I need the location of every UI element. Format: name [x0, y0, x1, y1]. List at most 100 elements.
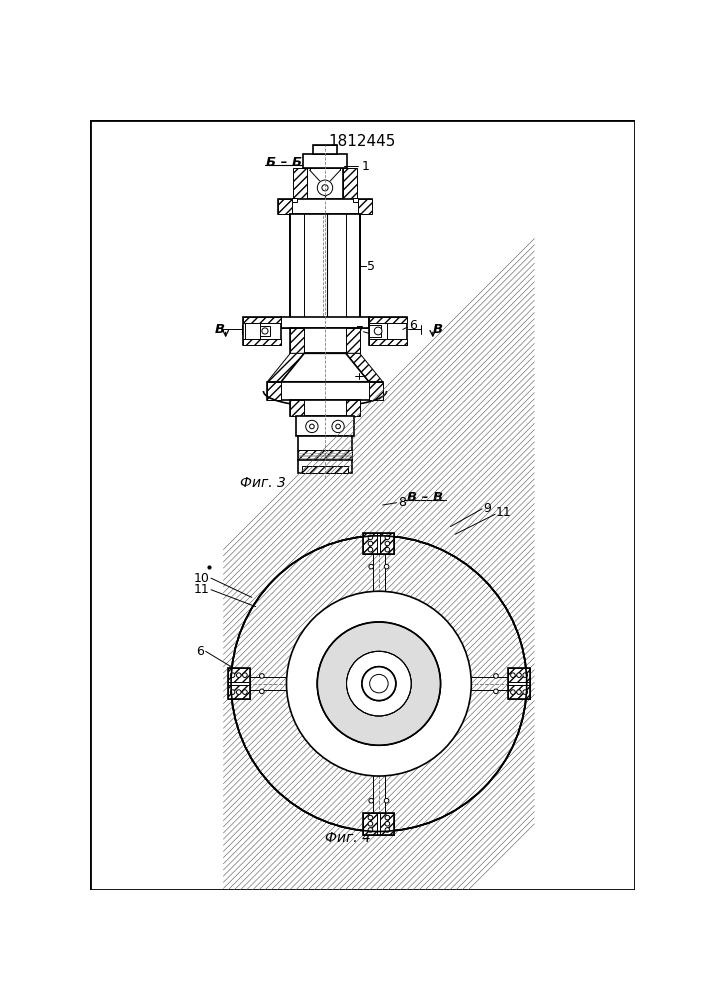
Text: 11: 11	[194, 583, 209, 596]
Circle shape	[385, 547, 390, 552]
Bar	[369, 323, 387, 339]
Circle shape	[346, 651, 411, 716]
Circle shape	[368, 535, 373, 540]
Circle shape	[243, 690, 247, 694]
Text: Фиг. 4: Фиг. 4	[325, 831, 371, 845]
Bar	[358, 199, 372, 214]
Circle shape	[362, 667, 396, 701]
Circle shape	[346, 651, 411, 716]
Text: 9: 9	[483, 502, 491, 515]
Text: В: В	[215, 323, 225, 336]
Circle shape	[336, 424, 340, 429]
Circle shape	[370, 674, 388, 693]
Bar	[369, 339, 407, 345]
Polygon shape	[380, 813, 395, 835]
Polygon shape	[281, 353, 369, 382]
Circle shape	[259, 689, 264, 694]
Text: Б – Б: Б – Б	[266, 156, 303, 169]
Text: Фиг. 3: Фиг. 3	[240, 476, 286, 490]
Text: 7: 7	[356, 325, 364, 338]
Circle shape	[317, 622, 440, 745]
Circle shape	[510, 673, 515, 677]
Circle shape	[286, 591, 472, 776]
Circle shape	[236, 690, 241, 694]
Bar	[294, 328, 304, 353]
Polygon shape	[508, 668, 530, 682]
Polygon shape	[508, 685, 530, 699]
Circle shape	[368, 821, 373, 826]
Circle shape	[510, 690, 515, 694]
Polygon shape	[267, 353, 304, 382]
Circle shape	[385, 815, 390, 820]
Polygon shape	[346, 353, 382, 382]
Text: 1812445: 1812445	[328, 134, 396, 149]
Circle shape	[493, 674, 498, 678]
Circle shape	[243, 673, 247, 677]
Polygon shape	[363, 813, 378, 835]
Bar	[281, 317, 295, 328]
Text: 11: 11	[496, 506, 512, 519]
Bar	[369, 317, 407, 345]
Circle shape	[523, 673, 527, 677]
Polygon shape	[378, 533, 380, 554]
Bar	[278, 199, 372, 214]
Text: 6: 6	[409, 319, 417, 332]
Circle shape	[332, 420, 344, 433]
Text: 10: 10	[194, 572, 209, 585]
Circle shape	[374, 327, 382, 335]
Circle shape	[305, 420, 318, 433]
Bar	[346, 214, 360, 320]
Circle shape	[368, 828, 373, 832]
Circle shape	[385, 541, 390, 546]
Circle shape	[369, 564, 373, 569]
Bar	[293, 168, 307, 199]
Circle shape	[385, 564, 389, 569]
Polygon shape	[378, 813, 380, 835]
Circle shape	[322, 185, 328, 191]
Circle shape	[523, 690, 527, 694]
Bar	[291, 328, 304, 353]
Bar	[291, 328, 360, 353]
Bar	[291, 214, 304, 320]
Bar	[303, 154, 346, 168]
Bar	[278, 199, 292, 214]
Bar	[312, 145, 337, 154]
Bar	[243, 317, 281, 323]
Bar	[291, 400, 304, 416]
Circle shape	[368, 815, 373, 820]
Bar	[369, 317, 407, 323]
Circle shape	[230, 690, 235, 694]
Bar	[307, 168, 344, 199]
Bar	[243, 317, 281, 345]
Polygon shape	[228, 685, 250, 699]
Polygon shape	[380, 533, 395, 554]
Circle shape	[362, 667, 396, 701]
Polygon shape	[508, 682, 530, 685]
Circle shape	[230, 673, 235, 677]
Polygon shape	[228, 668, 250, 682]
Bar	[292, 198, 296, 202]
Bar	[346, 400, 360, 416]
Bar	[302, 466, 348, 473]
Bar	[354, 198, 358, 202]
Bar	[267, 382, 382, 400]
Circle shape	[317, 622, 440, 745]
Bar	[298, 450, 352, 460]
Bar	[281, 317, 369, 328]
Bar	[267, 382, 281, 400]
Polygon shape	[363, 533, 378, 554]
Circle shape	[493, 689, 498, 694]
Bar	[346, 328, 360, 353]
Bar	[298, 460, 352, 473]
Bar	[243, 339, 281, 345]
Bar	[260, 326, 269, 336]
Circle shape	[517, 673, 521, 677]
Bar	[291, 400, 360, 416]
Circle shape	[317, 180, 333, 195]
Circle shape	[385, 828, 390, 832]
Circle shape	[385, 798, 389, 803]
Text: 1: 1	[361, 160, 369, 173]
Circle shape	[369, 798, 373, 803]
Text: 5: 5	[368, 260, 375, 273]
Bar	[291, 214, 360, 320]
